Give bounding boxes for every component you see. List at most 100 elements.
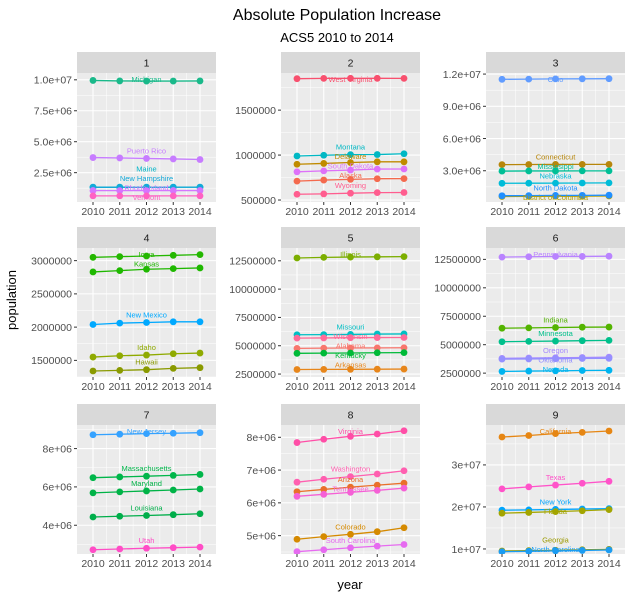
facet-strip-label: 6 [553, 233, 559, 245]
data-point [373, 253, 381, 261]
data-point [400, 484, 408, 492]
y-tick-label: 3000000 [31, 255, 72, 267]
data-point [293, 168, 301, 176]
x-tick-label: 2012 [339, 381, 363, 393]
data-point [347, 349, 354, 357]
series-label: Rhode Island [124, 184, 168, 193]
facet-strip [77, 227, 216, 248]
series-group [293, 74, 408, 198]
x-tick-label: 2012 [339, 558, 363, 570]
data-point [143, 351, 150, 359]
data-point [525, 367, 533, 375]
x-tick-label: 2014 [188, 558, 212, 570]
y-tick-label: 5000000 [235, 341, 276, 353]
data-point [498, 509, 506, 517]
data-point [400, 427, 408, 435]
data-point [169, 544, 177, 552]
data-point [605, 75, 613, 83]
y-tick-label: 10000000 [229, 284, 276, 296]
data-point [143, 155, 150, 162]
data-point [293, 254, 301, 262]
series-label: South Dakota [328, 162, 374, 171]
data-point [116, 512, 124, 520]
data-point [169, 192, 177, 200]
x-tick-label: 2011 [108, 381, 131, 393]
series-label: Tennessee [332, 485, 368, 494]
series-label: California [540, 427, 573, 436]
x-tick-label: 2010 [490, 206, 514, 218]
y-tick-label: 1.2e+07 [443, 69, 481, 81]
series-label: Kansas [134, 260, 159, 269]
y-tick-label: 2500000 [235, 369, 276, 381]
data-point [552, 161, 559, 168]
data-point [400, 334, 408, 341]
data-point [525, 192, 533, 200]
data-point [552, 355, 559, 363]
x-tick-label: 2011 [517, 558, 540, 570]
x-tick-label: 2013 [162, 206, 186, 218]
x-tick-label: 2011 [312, 558, 335, 570]
data-point [169, 429, 177, 437]
facet-strip [486, 404, 625, 425]
data-point [320, 349, 328, 357]
data-point [498, 485, 506, 493]
data-point [605, 366, 613, 374]
series-label: Virginia [338, 427, 364, 436]
data-point [116, 253, 124, 261]
facet-strip-label: 4 [144, 233, 150, 245]
chart-title: Absolute Population Increase [233, 7, 441, 24]
y-tick-label: 5.0e+06 [34, 137, 72, 149]
data-point [347, 488, 354, 496]
data-point [116, 473, 124, 481]
data-point [578, 323, 586, 331]
data-point [320, 435, 328, 443]
series-label: North Dakota [533, 183, 578, 192]
series-label: Vermont [133, 193, 162, 202]
x-axis-title: year [337, 577, 363, 592]
y-tick-label: 6.0e+06 [443, 133, 481, 145]
data-point [578, 547, 586, 554]
data-point [552, 179, 559, 187]
data-point [89, 546, 97, 554]
data-point [143, 265, 150, 273]
y-tick-label: 5e+06 [247, 530, 277, 542]
data-point [373, 334, 381, 341]
series-label: New Hampshire [120, 174, 173, 183]
series-group [89, 429, 204, 554]
data-point [293, 439, 301, 446]
data-point [89, 489, 97, 497]
series-label: Nebraska [539, 171, 572, 180]
x-tick-label: 2012 [135, 558, 159, 570]
y-tick-label: 2500000 [31, 289, 72, 301]
data-point [525, 75, 533, 83]
series-label: Arizona [338, 475, 364, 484]
data-point [169, 251, 177, 259]
x-tick-label: 2010 [81, 381, 105, 393]
x-tick-label: 2014 [392, 206, 416, 218]
data-point [347, 530, 354, 538]
y-tick-label: 1e+07 [452, 544, 482, 556]
data-point [400, 253, 408, 261]
data-point [525, 324, 533, 332]
y-tick-label: 1.0e+07 [34, 75, 72, 87]
facet-strip [281, 52, 420, 73]
data-point [89, 253, 97, 261]
data-point [347, 334, 354, 342]
y-tick-label: 12500000 [229, 256, 276, 268]
data-point [293, 548, 301, 554]
y-tick-label: 1000000 [235, 150, 276, 162]
data-point [498, 355, 506, 363]
data-point [525, 167, 533, 175]
facet-strip-label: 1 [144, 58, 150, 70]
y-tick-label: 1500000 [31, 355, 72, 367]
facet-panel-9: 9 1e+07 2e+07 3e+07 2010 2011 2012 2013 2014 Cali… [452, 404, 625, 570]
data-point [143, 472, 150, 480]
series-label: Minnesota [538, 329, 573, 338]
data-point [320, 486, 328, 493]
data-point [293, 75, 301, 83]
data-point [116, 154, 124, 162]
data-point [525, 547, 533, 554]
data-point [320, 366, 328, 373]
